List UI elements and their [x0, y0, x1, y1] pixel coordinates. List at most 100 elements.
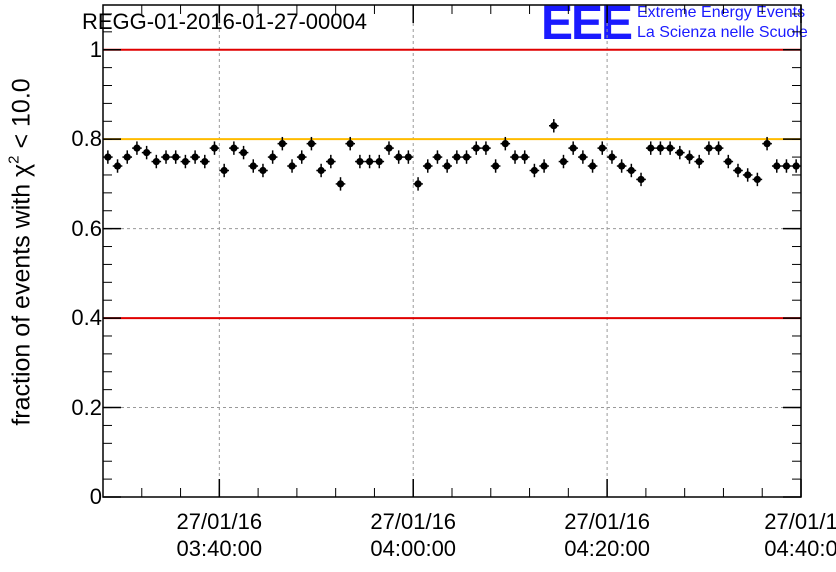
marker: [152, 157, 160, 166]
data-point: [733, 163, 743, 178]
marker: [259, 166, 267, 175]
data-point: [219, 163, 229, 178]
marker: [753, 175, 761, 184]
marker: [317, 166, 325, 175]
y-tick-label: 0.8: [71, 126, 102, 152]
data-point: [781, 159, 792, 173]
marker: [443, 162, 451, 170]
marker: [782, 162, 791, 170]
data-point: [199, 154, 210, 169]
marker: [588, 162, 597, 170]
y-tick-label: 0: [89, 484, 102, 509]
marker: [375, 157, 383, 166]
data-point: [452, 150, 462, 164]
marker: [656, 144, 665, 152]
data-point: [481, 141, 491, 155]
data-point: [432, 150, 443, 164]
x-tick-label: 27/01/16 04:20:00: [564, 508, 650, 562]
marker: [763, 140, 771, 148]
data-point: [258, 163, 268, 178]
marker: [201, 157, 209, 166]
x-tick-date: 27/01/16: [176, 509, 263, 534]
data-point: [190, 150, 200, 164]
marker: [191, 153, 199, 161]
data-point: [636, 172, 646, 187]
x-tick-date: 27/01/16: [370, 509, 457, 534]
data-point: [519, 150, 530, 164]
data-point: [548, 119, 559, 133]
data-point: [122, 150, 133, 164]
y-tick-label: 0.4: [71, 305, 102, 331]
data-point: [151, 154, 162, 169]
data-point: [510, 150, 520, 164]
data-point: [209, 141, 220, 155]
marker: [133, 144, 141, 152]
marker: [414, 180, 422, 188]
marker: [647, 144, 655, 152]
data-point: [626, 163, 637, 178]
data-point: [422, 159, 433, 173]
marker: [220, 166, 228, 175]
data-point: [471, 141, 482, 155]
data-point: [141, 145, 152, 160]
grid-lines: [103, 5, 801, 497]
data-point: [578, 150, 588, 164]
data-point: [384, 141, 394, 155]
data-point: [112, 159, 123, 173]
marker: [540, 162, 548, 170]
data-point: [345, 136, 356, 151]
marker: [288, 162, 296, 170]
data-point: [132, 141, 142, 155]
data-point: [490, 159, 501, 173]
plot-frame: [102, 4, 802, 498]
y-tick-label: 0.2: [71, 394, 102, 420]
data-point: [229, 141, 239, 155]
data-point: [713, 141, 724, 155]
data-point: [364, 154, 375, 169]
marker: [462, 153, 471, 161]
data-point: [694, 154, 705, 169]
data-point: [180, 154, 191, 169]
x-tick-time: 04:00:00: [370, 536, 457, 561]
marker: [637, 175, 645, 184]
data-point: [355, 154, 365, 169]
marker: [123, 153, 131, 161]
marker: [143, 149, 151, 157]
marker: [579, 153, 587, 161]
marker: [327, 157, 335, 166]
data-point: [655, 141, 666, 155]
marker: [307, 140, 316, 148]
data-point: [316, 163, 326, 178]
y-tick-label: 1: [89, 36, 102, 62]
x-tick-label: 27/01/16 04:00:00: [370, 508, 456, 562]
marker: [365, 157, 374, 166]
marker: [685, 153, 694, 161]
marker: [744, 171, 752, 179]
data-point: [684, 150, 695, 164]
marker: [424, 162, 432, 170]
logo-tagline-2: La Scienza nelle Scuole: [637, 24, 808, 41]
data-point: [529, 163, 540, 178]
marker: [433, 153, 442, 161]
marker: [278, 140, 286, 148]
axis-ticks: [102, 5, 802, 498]
marker: [724, 157, 732, 166]
data-points: [103, 119, 801, 191]
x-tick-time: 04:40:0: [764, 536, 836, 561]
x-tick-date: 27/01/16: [564, 509, 650, 534]
x-tick-time: 03:40:00: [176, 536, 263, 561]
data-point: [442, 159, 452, 173]
marker: [472, 144, 480, 152]
data-point: [277, 136, 288, 151]
data-point: [335, 177, 346, 191]
x-tick-label: 27/01/16 03:40:00: [177, 508, 263, 562]
marker: [501, 140, 509, 148]
x-tick-label: 27/01/1 04:40:0: [764, 508, 836, 562]
marker: [482, 144, 490, 152]
marker: [773, 162, 781, 170]
marker: [210, 144, 219, 152]
data-point: [616, 159, 627, 173]
data-point: [403, 150, 414, 164]
marker: [627, 166, 635, 175]
